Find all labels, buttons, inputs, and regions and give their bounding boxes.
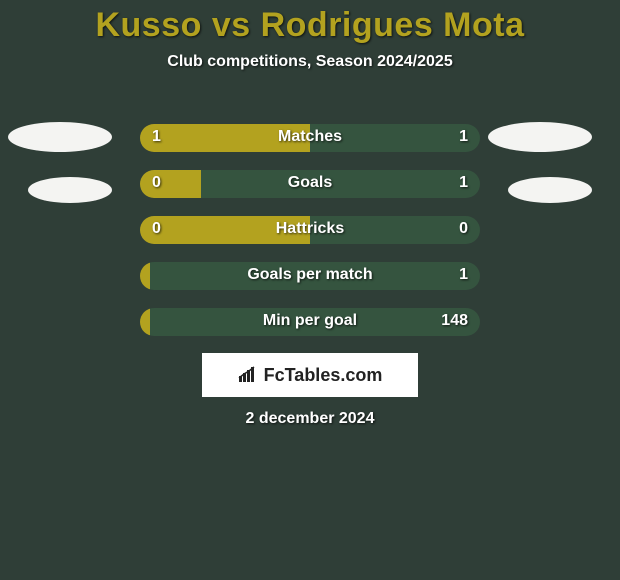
comparison-canvas: Kusso vs Rodrigues Mota Club competition…	[0, 0, 620, 580]
brand-chart-icon	[238, 366, 260, 384]
stat-value-right: 1	[459, 266, 468, 284]
brand-box: FcTables.com	[202, 353, 418, 397]
date-label: 2 december 2024	[0, 410, 620, 428]
stat-label: Min per goal	[140, 312, 480, 330]
brand-text: FcTables.com	[264, 365, 383, 386]
stat-value-right: 1	[459, 128, 468, 146]
stat-row: Goals per match1	[140, 262, 480, 290]
player-ellipse	[28, 177, 112, 203]
brand-label: FcTables.com	[238, 365, 383, 386]
stat-label: Goals	[140, 174, 480, 192]
stat-label: Goals per match	[140, 266, 480, 284]
stat-row: Matches1 1	[140, 124, 480, 152]
player-ellipse	[488, 122, 592, 152]
stat-label: Matches	[140, 128, 480, 146]
player-ellipse	[8, 122, 112, 152]
stat-row: Goals0 1	[140, 170, 480, 198]
page-subtitle: Club competitions, Season 2024/2025	[0, 53, 620, 71]
player-ellipse	[508, 177, 592, 203]
stat-value-left: 0	[152, 174, 161, 192]
stat-value-right: 148	[441, 312, 468, 330]
stat-value-right: 0	[459, 220, 468, 238]
stat-rows: Matches11Goals01Hattricks00Goals per mat…	[140, 124, 480, 354]
page-title: Kusso vs Rodrigues Mota	[0, 0, 620, 45]
stat-row: Min per goal148	[140, 308, 480, 336]
stat-value-left: 0	[152, 220, 161, 238]
stat-value-right: 1	[459, 174, 468, 192]
stat-value-left: 1	[152, 128, 161, 146]
stat-row: Hattricks0 0	[140, 216, 480, 244]
stat-label: Hattricks	[140, 220, 480, 238]
